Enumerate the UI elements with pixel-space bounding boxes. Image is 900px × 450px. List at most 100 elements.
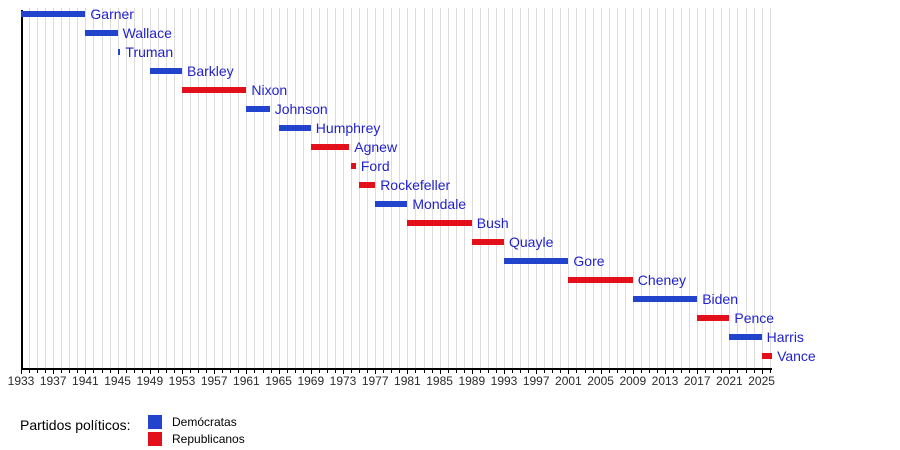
x-tick-label: 2025: [748, 374, 775, 388]
gridline-year: [576, 8, 578, 368]
bar-label[interactable]: Gore: [573, 253, 605, 269]
minor-tick: [101, 370, 103, 373]
gridline-year: [230, 8, 232, 368]
minor-tick: [431, 370, 433, 373]
gridline-year: [528, 8, 530, 368]
minor-tick: [254, 370, 256, 373]
legend-item: Demócratas: [148, 415, 245, 429]
gridline-year: [117, 8, 119, 368]
bar-label[interactable]: Biden: [702, 291, 738, 307]
gridline-year: [198, 8, 200, 368]
minor-tick: [721, 370, 723, 373]
bar-label[interactable]: Bush: [476, 215, 509, 231]
minor-tick: [302, 370, 304, 373]
gridline-year: [85, 8, 87, 368]
minor-tick: [238, 370, 240, 373]
minor-tick: [165, 370, 167, 373]
gridline-year: [544, 8, 546, 368]
minor-tick: [383, 370, 385, 373]
minor-tick: [705, 370, 707, 373]
gridline-year: [536, 8, 538, 368]
bar-label[interactable]: Pence: [734, 310, 775, 326]
gridline-year: [689, 8, 691, 368]
minor-tick: [713, 370, 715, 373]
gridline-year: [552, 8, 554, 368]
x-tick-label: 1953: [168, 374, 196, 388]
major-tick: [697, 370, 699, 374]
gridline-year: [238, 8, 240, 368]
minor-tick: [552, 370, 554, 373]
minor-tick: [640, 370, 642, 373]
gridline-year: [423, 8, 425, 368]
minor-tick: [520, 370, 522, 373]
minor-tick: [286, 370, 288, 373]
gridline-year: [648, 8, 650, 368]
bar-label[interactable]: Quayle: [509, 234, 554, 250]
bar-label[interactable]: Agnew: [354, 139, 398, 155]
minor-tick: [528, 370, 530, 373]
bar-label[interactable]: Barkley: [187, 63, 234, 79]
timeline-bar: [85, 30, 118, 36]
x-tick-label: 1981: [394, 374, 421, 388]
minor-tick: [673, 370, 675, 373]
bar-label[interactable]: Cheney: [637, 272, 687, 288]
minor-tick: [616, 370, 618, 373]
minor-tick: [133, 370, 135, 373]
x-tick-label: 1937: [39, 374, 67, 388]
major-tick: [214, 370, 216, 374]
gridline-year: [520, 8, 522, 368]
x-tick-label: 1933: [7, 374, 35, 388]
gridline-year: [616, 8, 618, 368]
timeline-bar: [246, 106, 270, 112]
minor-tick: [681, 370, 683, 373]
gridline-year: [592, 8, 594, 368]
minor-tick: [463, 370, 465, 373]
minor-tick: [45, 370, 47, 373]
bar-label[interactable]: Wallace: [122, 25, 172, 41]
major-tick: [343, 370, 344, 374]
bar-label[interactable]: Garner: [90, 6, 134, 22]
bar-label[interactable]: Nixon: [251, 82, 288, 98]
x-axis-line: [21, 368, 773, 370]
minor-tick: [29, 370, 31, 373]
bar-label[interactable]: Harris: [766, 329, 804, 345]
bar-label[interactable]: Rockefeller: [380, 177, 451, 193]
minor-tick: [326, 370, 328, 373]
gridline-year: [310, 8, 312, 368]
major-tick: [632, 370, 634, 374]
gridline-year: [697, 8, 699, 368]
timeline-bar: [182, 87, 247, 93]
bar-label[interactable]: Ford: [360, 158, 390, 174]
bar-label[interactable]: Humphrey: [315, 120, 381, 136]
major-tick: [182, 370, 183, 374]
gridline-year: [359, 8, 361, 368]
major-tick: [439, 370, 441, 374]
gridline-year: [624, 8, 626, 368]
gridline-year: [737, 8, 739, 368]
legend-swatch: [148, 415, 162, 429]
major-tick: [310, 370, 312, 374]
gridline-year: [222, 8, 224, 368]
gridline-year: [53, 8, 55, 368]
gridline-year: [504, 8, 505, 368]
bar-label[interactable]: Johnson: [274, 101, 328, 117]
x-tick-label: 1961: [233, 374, 260, 388]
bar-label[interactable]: Mondale: [412, 196, 467, 212]
gridline-year: [640, 8, 642, 368]
gridline-year: [206, 8, 208, 368]
major-tick: [375, 370, 377, 374]
gridline-year: [584, 8, 586, 368]
bar-label[interactable]: Truman: [125, 44, 174, 60]
timeline-bar: [504, 258, 569, 264]
gridline-year: [351, 8, 353, 368]
gridline-year: [753, 8, 755, 368]
gridline-year: [673, 8, 675, 368]
timeline-bar: [632, 296, 698, 302]
minor-tick: [399, 370, 401, 373]
bar-label[interactable]: Vance: [777, 348, 816, 364]
gridline-year: [141, 8, 143, 368]
gridline-year: [632, 8, 634, 368]
minor-tick: [359, 370, 361, 373]
timeline-bar: [21, 11, 86, 17]
minor-tick: [512, 370, 514, 373]
